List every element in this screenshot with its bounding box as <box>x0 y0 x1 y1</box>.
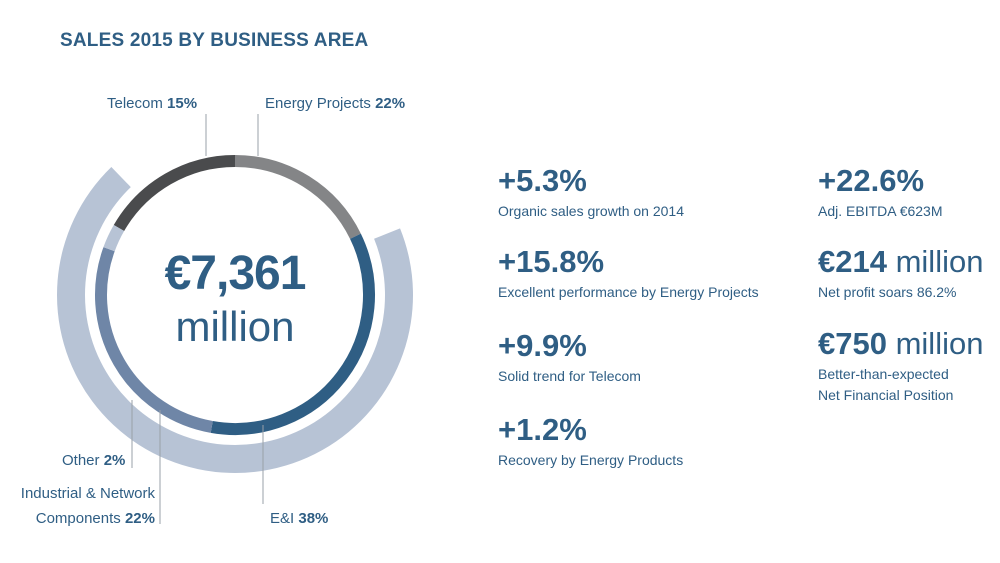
total-unit: million <box>175 303 295 350</box>
stat-energy-products: +1.2% Recovery by Energy Products <box>498 412 683 471</box>
stat-unit: million <box>895 326 984 361</box>
label-ei: E&I 38% <box>270 510 328 527</box>
total-value: €7,361 <box>164 247 307 300</box>
stat-description: Excellent performance by Energy Projects <box>498 284 759 300</box>
stat-value: €214 <box>818 244 887 279</box>
stat-value: +15.8% <box>498 244 605 279</box>
label-industrial-line1: Industrial & Network <box>20 485 155 502</box>
stat-description: Net profit soars 86.2% <box>818 284 957 300</box>
stat-organic-growth: +5.3% Organic sales growth on 2014 <box>498 163 684 222</box>
slice-telecom <box>113 155 236 232</box>
stat-net-profit: €214 million Net profit soars 86.2% <box>818 244 983 303</box>
stat-description: Recovery by Energy Products <box>498 452 684 468</box>
label-industrial: Industrial & Network Components 22% <box>12 481 155 531</box>
stat-net-financial-position: €750 million Better-than-expected Net Fi… <box>818 326 983 406</box>
stat-value: +9.9% <box>498 328 587 363</box>
label-telecom-value: 15% <box>167 95 198 112</box>
stat-value: +5.3% <box>498 163 587 198</box>
stat-description: Organic sales growth on 2014 <box>498 203 684 219</box>
stat-description-line1: Better-than-expected <box>818 366 949 382</box>
stat-telecom: +9.9% Solid trend for Telecom <box>498 328 641 387</box>
slice-industrial-outer <box>56 166 413 473</box>
label-energy-projects: Energy Projects 22% <box>265 95 405 112</box>
slice-industrial <box>95 247 213 433</box>
slice-ei <box>210 233 375 435</box>
label-other-name: Other <box>62 452 100 469</box>
slice-energy-projects <box>234 155 361 239</box>
donut-chart <box>56 114 413 524</box>
stat-ebitda: +22.6% Adj. EBITDA €623M <box>818 163 943 222</box>
label-other-value: 2% <box>103 452 126 469</box>
label-ei-name: E&I <box>270 510 295 527</box>
label-energy-projects-value: 22% <box>375 95 406 112</box>
chart-title: SALES 2015 BY BUSINESS AREA <box>60 30 369 51</box>
label-industrial-value: 22% <box>124 510 155 527</box>
stat-unit: million <box>895 244 984 279</box>
stat-value: €750 <box>818 326 887 361</box>
stat-energy-projects: +15.8% Excellent performance by Energy P… <box>498 244 759 303</box>
stat-description: Adj. EBITDA €623M <box>818 203 943 219</box>
stat-value: +1.2% <box>498 412 587 447</box>
label-energy-projects-name: Energy Projects <box>265 95 371 112</box>
label-other: Other 2% <box>62 452 125 469</box>
slice-other <box>103 225 125 252</box>
label-industrial-line2: Components <box>35 510 121 527</box>
label-telecom: Telecom 15% <box>107 95 197 112</box>
stat-description: Solid trend for Telecom <box>498 368 641 384</box>
label-ei-value: 38% <box>298 510 329 527</box>
stat-description-line2: Net Financial Position <box>818 387 954 403</box>
stat-value: +22.6% <box>818 163 925 198</box>
label-telecom-name: Telecom <box>107 95 163 112</box>
